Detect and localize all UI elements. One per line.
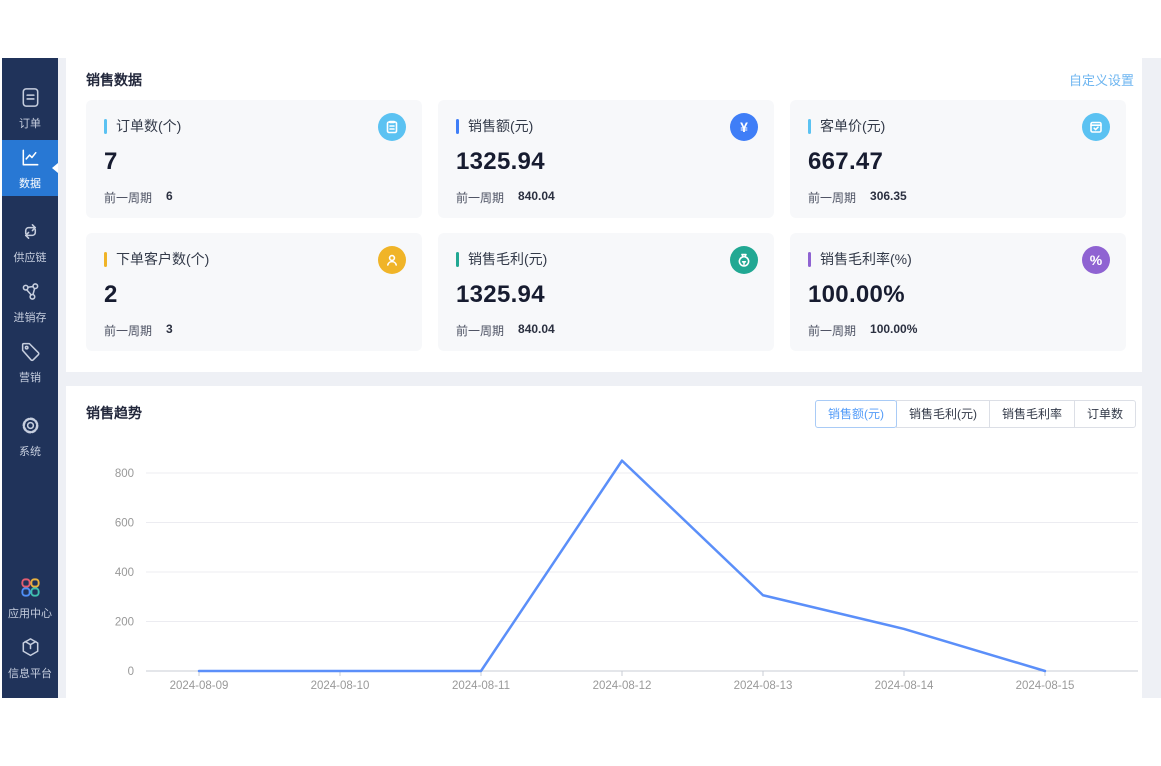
cube-icon [19,636,42,664]
clover-icon [19,576,42,604]
prev-period-value: 3 [166,322,173,336]
card-value: 7 [104,148,118,175]
card-label: 下单客户数(个) [116,251,210,267]
sidebar-item-orders[interactable]: 订单 [2,80,58,136]
tab-order-count[interactable]: 订单数 [1073,400,1136,428]
trend-metric-tabs: 销售额(元) 销售毛利(元) 销售毛利率 订单数 [814,400,1136,428]
card-accent-bar [456,118,459,134]
sidebar-bottom-group: 应用中心 信息平台 [2,568,58,688]
stat-cards-grid: 订单数(个) 7 前一周期 6 销售额(元) ¥ 1325.94 前一周期 840.… [86,100,1126,351]
card-label: 销售毛利(元) [468,251,548,267]
document-icon [19,86,42,114]
active-item-notch [52,163,58,173]
sidebar-item-data[interactable]: 数据 [2,140,58,196]
card-accent-bar [808,251,811,267]
sales-trend-panel: 销售趋势 销售额(元) 销售毛利(元) 销售毛利率 订单数 0 200 400 600… [66,386,1142,766]
stat-card-avg-order-value: 客单价(元) 667.47 前一周期 306.35 [790,100,1126,218]
card-value: 2 [104,281,118,308]
prev-period-value: 306.35 [870,189,907,203]
sales-trend-title: 销售趋势 [86,405,142,421]
card-value: 100.00% [808,281,905,308]
card-accent-bar [104,251,107,267]
svg-text:2024-08-14: 2024-08-14 [875,680,934,692]
sidebar-item-supply-chain[interactable]: 供应链 [2,214,58,270]
chart-line-icon [19,146,42,174]
sidebar-item-label: 进销存 [13,312,47,324]
sidebar-item-label: 订单 [19,118,41,130]
sidebar: 订单 数据 供应链 进销存 营销 [2,58,58,698]
svg-text:2024-08-10: 2024-08-10 [311,680,370,692]
svg-text:2024-08-09: 2024-08-09 [170,680,229,692]
prev-period-label: 前一周期 [104,191,153,205]
prev-period-value: 100.00% [870,322,918,336]
stat-card-order-count: 订单数(个) 7 前一周期 6 [86,100,422,218]
svg-text:800: 800 [115,468,134,480]
prev-period-label: 前一周期 [808,191,857,205]
sidebar-item-info-platform[interactable]: 信息平台 [2,628,58,688]
card-value: 1325.94 [456,281,545,308]
stat-card-sales-amount: 销售额(元) ¥ 1325.94 前一周期 840.04 [438,100,774,218]
card-accent-bar [104,118,107,134]
percent-icon: % [1082,246,1110,274]
trend-chart: 0 200 400 600 800 2024-08-09 2024-08-10 2024-08… [115,459,1138,692]
card-accent-bar [808,118,811,134]
sidebar-item-label: 数据 [19,178,41,190]
sidebar-item-system[interactable]: 系统 [2,408,58,464]
gear-icon [19,414,42,442]
prev-period-value: 6 [166,189,173,203]
sidebar-item-label: 信息平台 [8,668,52,680]
money-bag-icon [730,246,758,274]
svg-text:0: 0 [128,666,134,678]
svg-text:2024-08-12: 2024-08-12 [593,680,652,692]
prev-period-label: 前一周期 [456,324,505,338]
tag-icon [19,340,42,368]
sidebar-item-inventory[interactable]: 进销存 [2,274,58,330]
card-label: 订单数(个) [116,118,182,134]
prev-period-value: 840.04 [518,322,555,336]
sidebar-item-label: 系统 [19,446,41,458]
yen-icon: ¥ [730,113,758,141]
supply-chain-icon [19,220,42,248]
custom-settings-link[interactable]: 自定义设置 [1068,73,1134,88]
card-value: 667.47 [808,148,884,175]
user-icon [378,246,406,274]
svg-text:2024-08-15: 2024-08-15 [1016,680,1075,692]
sidebar-item-label: 营销 [19,372,41,384]
sales-data-title: 销售数据 [86,72,142,88]
stat-card-customer-count: 下单客户数(个) 2 前一周期 3 [86,233,422,351]
svg-text:400: 400 [115,567,134,579]
svg-text:2024-08-13: 2024-08-13 [734,680,793,692]
sidebar-item-label: 供应链 [13,252,47,264]
clipboard-icon [378,113,406,141]
stat-card-gross-margin: 销售毛利率(%) % 100.00% 前一周期 100.00% [790,233,1126,351]
svg-text:200: 200 [115,617,134,629]
svg-text:600: 600 [115,518,134,530]
card-accent-bar [456,251,459,267]
trend-chart-area: 0 200 400 600 800 2024-08-09 2024-08-10 2024-08… [66,386,1142,716]
svg-text:2024-08-11: 2024-08-11 [452,680,510,692]
card-value: 1325.94 [456,148,545,175]
prev-period-value: 840.04 [518,189,555,203]
dashboard-app: 订单 数据 供应链 进销存 营销 [2,58,1161,766]
tab-gross-margin[interactable]: 销售毛利率 [988,400,1075,428]
sidebar-item-app-center[interactable]: 应用中心 [2,568,58,628]
tab-sales-amount[interactable]: 销售额(元) [814,400,897,428]
card-label: 销售额(元) [468,118,534,134]
prev-period-label: 前一周期 [808,324,857,338]
calendar-check-icon [1082,113,1110,141]
prev-period-label: 前一周期 [104,324,153,338]
sidebar-item-marketing[interactable]: 营销 [2,334,58,390]
prev-period-label: 前一周期 [456,191,505,205]
sales-data-panel: 销售数据 自定义设置 订单数(个) 7 前一周期 6 销售额(元) ¥ [66,58,1142,372]
card-label: 客单价(元) [820,118,886,134]
sidebar-item-label: 应用中心 [8,608,52,620]
share-nodes-icon [19,280,42,308]
card-label: 销售毛利率(%) [820,251,912,267]
stat-card-gross-profit: 销售毛利(元) 1325.94 前一周期 840.04 [438,233,774,351]
